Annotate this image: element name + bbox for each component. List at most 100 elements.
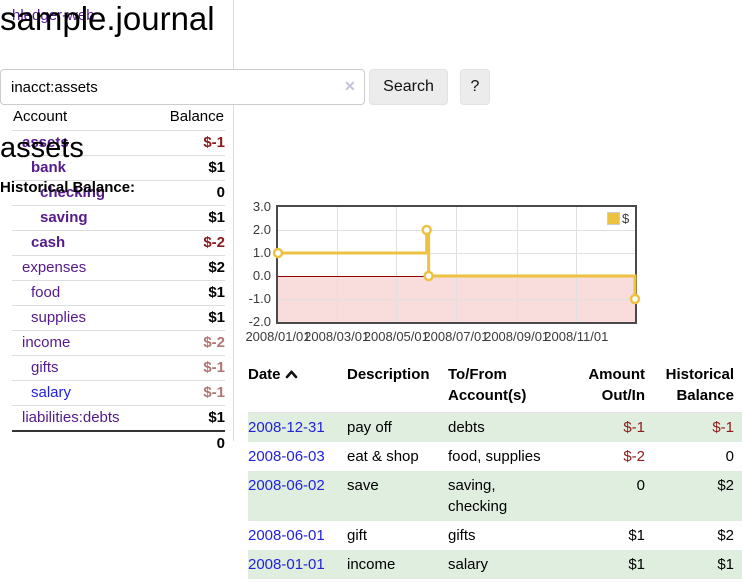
transaction-description: gift xyxy=(347,527,368,544)
account-row-supplies: supplies $1 xyxy=(12,305,225,331)
legend-swatch xyxy=(607,212,620,225)
account-row-income: income $-2 xyxy=(12,330,225,356)
transaction-accounts: debts xyxy=(448,412,579,442)
accounts-table: Account Balance assets $-1 bank $1 check… xyxy=(12,105,225,456)
data-point-marker xyxy=(421,224,432,236)
account-balance: $1 xyxy=(151,205,225,231)
transaction-accounts: saving, checking xyxy=(448,471,579,521)
description-column-header: Description xyxy=(347,362,448,413)
account-row-assets: assets $-1 xyxy=(12,130,225,156)
account-balance: $-2 xyxy=(151,230,225,256)
y-axis-tick-label: 3.0 xyxy=(252,199,271,214)
transaction-description: eat & shop xyxy=(347,448,419,465)
account-link-food[interactable]: food xyxy=(31,284,61,301)
account-link-checking[interactable]: checking xyxy=(40,184,106,201)
transaction-amount: $1 xyxy=(579,550,645,579)
account-link-cash[interactable]: cash xyxy=(31,234,66,251)
transaction-amount: $-1 xyxy=(579,412,645,442)
account-balance: $-1 xyxy=(151,380,225,406)
account-row-saving: saving $1 xyxy=(12,205,225,231)
transaction-date-link[interactable]: 2008-06-02 xyxy=(248,477,325,494)
x-gridline xyxy=(336,207,338,322)
transaction-amount: $1 xyxy=(628,527,645,544)
transaction-date-link[interactable]: 2008-01-01 xyxy=(248,556,325,573)
account-balance: $-2 xyxy=(151,330,225,356)
tofrom-column-header: To/From Account(s) xyxy=(448,362,579,413)
transaction-balance: 0 xyxy=(725,448,734,465)
sort-ascending-icon xyxy=(285,365,298,386)
account-column-header: Account xyxy=(12,105,152,131)
account-link-liabilities-debts[interactable]: liabilities:debts xyxy=(22,409,120,426)
account-link-gifts[interactable]: gifts xyxy=(31,359,59,376)
x-axis-tick-label: 2008/07/01 xyxy=(423,329,489,344)
data-point-marker xyxy=(272,247,284,259)
account-link-supplies[interactable]: supplies xyxy=(31,309,87,326)
transaction-description: save xyxy=(347,471,448,521)
account-balance: $1 xyxy=(151,280,225,306)
account-link-salary[interactable]: salary xyxy=(31,384,72,401)
account-link-expenses[interactable]: expenses xyxy=(22,259,87,276)
transaction-accounts: food, supplies xyxy=(448,448,541,465)
search-input[interactable] xyxy=(0,69,365,105)
account-heading: assets xyxy=(0,132,84,164)
clear-search-icon[interactable]: ✕ xyxy=(344,78,356,94)
account-link-saving[interactable]: saving xyxy=(40,209,88,226)
x-gridline xyxy=(396,207,398,322)
transaction-balance: $1 xyxy=(645,550,742,579)
account-row-gifts: gifts $-1 xyxy=(12,355,225,381)
sidebar-divider xyxy=(233,0,234,441)
y-axis-tick-label: 0.0 xyxy=(252,268,271,283)
account-balance: $-1 xyxy=(151,130,225,156)
transaction-date-link[interactable]: 2008-06-03 xyxy=(248,448,325,465)
data-point-marker xyxy=(423,270,434,282)
transaction-amount: 0 xyxy=(579,471,645,521)
transaction-balance: $2 xyxy=(717,527,734,544)
transaction-row: 2008-12-31 pay off debts $-1 $-1 xyxy=(248,412,742,442)
transaction-date-link[interactable]: 2008-06-01 xyxy=(248,527,325,544)
accounts-header-row: Account Balance xyxy=(12,105,225,131)
x-axis-tick-label: 2008/03/01 xyxy=(304,329,370,344)
data-point-marker xyxy=(629,293,641,305)
historical-balance-chart: 3.0 2.0 1.0 0.0 -1.0 -2.0 2008/01/01 2008/03/01… xyxy=(245,199,668,344)
account-balance: 0 xyxy=(151,180,225,206)
y-axis-tick-label: 2.0 xyxy=(252,222,271,237)
search-button[interactable]: Search xyxy=(369,69,448,105)
account-row-cash: cash $-2 xyxy=(12,230,225,256)
x-axis-tick-label: 2008/09/01 xyxy=(484,329,550,344)
balance-column-header: Historical Balance xyxy=(645,362,742,413)
x-gridline xyxy=(456,207,457,322)
accounts-total-row: 0 xyxy=(12,430,225,456)
transaction-description: income xyxy=(347,550,448,579)
y-axis-tick-label: 1.0 xyxy=(252,245,271,260)
transaction-row: 2008-06-03 eat & shop food, supplies $-2… xyxy=(248,442,742,471)
page-title: sample.journal xyxy=(0,0,215,37)
accounts-total-value: 0 xyxy=(151,430,225,456)
transactions-table: Date Description To/From Account(s) Amoun… xyxy=(248,362,742,579)
x-axis-tick-label: 2008/05/01 xyxy=(363,329,429,344)
transaction-row: 2008-06-02 save saving, checking 0 $2 xyxy=(248,471,742,521)
account-balance: $-1 xyxy=(151,355,225,381)
account-row-salary: salary $-1 xyxy=(12,380,225,406)
x-gridline xyxy=(516,207,518,322)
balance-column-header: Balance xyxy=(151,105,225,131)
account-link-assets[interactable]: assets xyxy=(22,134,69,151)
series-line xyxy=(278,228,637,299)
transaction-date-link[interactable]: 2008-12-31 xyxy=(248,419,325,436)
app-title-link[interactable]: hledger-web xyxy=(12,7,95,24)
help-button[interactable]: ? xyxy=(460,69,490,105)
x-axis-tick-label: 2008/11/01 xyxy=(544,329,609,344)
x-axis-tick-label: 2008/01/01 xyxy=(245,329,311,344)
account-balance: $1 xyxy=(151,405,225,432)
transaction-accounts: gifts xyxy=(448,527,476,544)
legend-label: $ xyxy=(622,211,630,226)
y-axis-tick-label: -1.0 xyxy=(248,291,271,306)
date-column-header[interactable]: Date xyxy=(248,362,347,413)
account-balance: $1 xyxy=(151,155,225,181)
account-link-income[interactable]: income xyxy=(22,334,71,351)
amount-column-header: Amount Out/In xyxy=(579,362,645,413)
account-link-bank[interactable]: bank xyxy=(31,159,67,176)
transactions-header-row: Date Description To/From Account(s) Amoun… xyxy=(248,362,742,413)
account-row-checking: checking 0 xyxy=(12,180,225,206)
account-row-liabilities-debts: liabilities:debts $1 xyxy=(12,405,225,432)
y-axis-tick-label: -2.0 xyxy=(248,314,271,329)
